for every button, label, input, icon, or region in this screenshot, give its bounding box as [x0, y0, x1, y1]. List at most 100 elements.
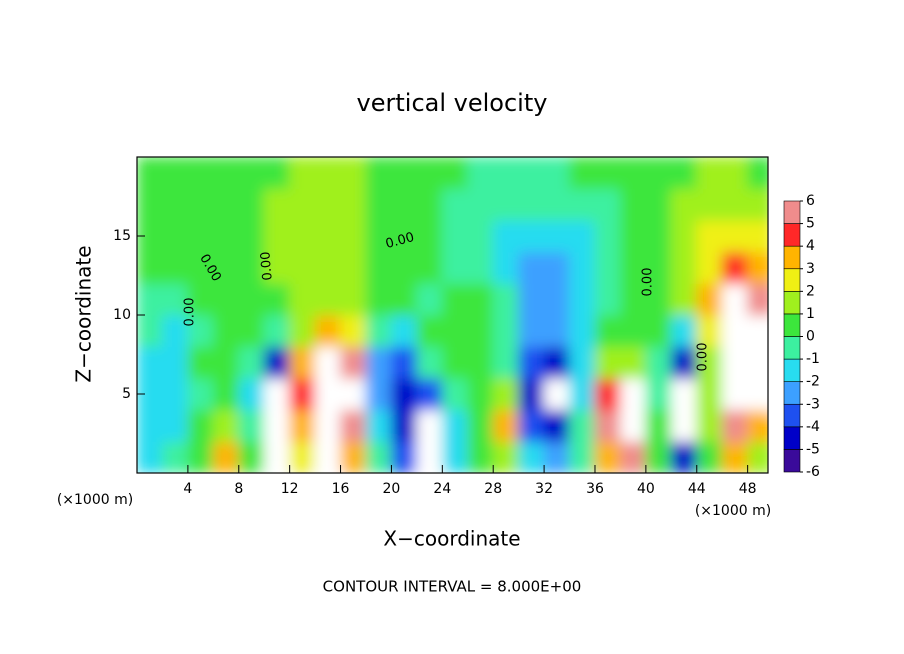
field-cell: [340, 251, 367, 284]
field-cell: [238, 440, 265, 473]
field-cell: [212, 157, 240, 190]
field-cell: [747, 346, 768, 379]
field-cell: [390, 314, 418, 348]
field-cell: [390, 282, 418, 316]
field-cell: [645, 440, 672, 473]
field-cell: [518, 251, 545, 284]
field-cell: [289, 282, 316, 316]
field-cell: [721, 188, 749, 221]
field-cell: [569, 282, 596, 316]
field-cell: [365, 219, 392, 253]
field-cell: [365, 314, 392, 348]
contour-label: 0.00: [696, 343, 711, 372]
field-cell: [619, 314, 647, 348]
field-cell: [137, 251, 163, 284]
field-cell: [187, 346, 214, 379]
field-cell: [492, 409, 520, 442]
field-cell: [594, 314, 621, 348]
field-cell: [340, 157, 367, 190]
field-cell: [543, 409, 571, 442]
field-cell: [390, 409, 418, 442]
colorbar-label: 6: [806, 193, 815, 209]
field-cell: [696, 377, 723, 411]
field-cell: [721, 314, 749, 348]
field-cell: [645, 251, 672, 284]
colorbar-label: 0: [806, 329, 815, 345]
field-cell: [212, 251, 240, 284]
field-cell: [416, 157, 443, 190]
field-cell: [263, 282, 291, 316]
x-tick-label: 16: [332, 481, 350, 497]
x-tick-label: 24: [433, 481, 451, 497]
field-cell: [670, 157, 698, 190]
field-cell: [340, 219, 367, 253]
contour-label: 0.00: [258, 251, 275, 281]
field-cell: [467, 188, 494, 221]
field-cell: [441, 188, 469, 221]
x-unit-label: (×1000 m): [695, 503, 771, 519]
field-cell: [619, 409, 647, 442]
field-cell: [670, 409, 698, 442]
field-cell: [696, 251, 723, 284]
field-cell: [365, 377, 392, 411]
field-cell: [441, 440, 469, 473]
field-cell: [467, 409, 494, 442]
field-cell: [645, 219, 672, 253]
field-cell: [263, 409, 291, 442]
field-cell: [492, 440, 520, 473]
field-cell: [212, 346, 240, 379]
field-cell: [212, 282, 240, 316]
colorbar-swatch: [783, 291, 801, 315]
field-cell: [721, 282, 749, 316]
field-cell: [645, 377, 672, 411]
field-cell: [594, 409, 621, 442]
field-cell: [569, 409, 596, 442]
field-cell: [543, 377, 571, 411]
field-cell: [416, 346, 443, 379]
field-cell: [390, 157, 418, 190]
field-cell: [721, 377, 749, 411]
colorbar-swatch: [783, 200, 801, 224]
field-cell: [645, 282, 672, 316]
field-cell: [670, 219, 698, 253]
field-cell: [416, 377, 443, 411]
field-cell: [645, 346, 672, 379]
colorbar-swatch: [783, 358, 801, 382]
field-cell: [619, 377, 647, 411]
field-cell: [696, 346, 723, 379]
colorbar-label: -1: [806, 351, 820, 367]
field-cell: [619, 157, 647, 190]
field-cell: [670, 251, 698, 284]
field-cell: [340, 377, 367, 411]
field-cell: [161, 440, 189, 473]
field-cell: [187, 409, 214, 442]
field-cell: [314, 188, 342, 221]
colorbar-swatch: [783, 336, 801, 360]
field-cell: [365, 251, 392, 284]
field-cell: [238, 314, 265, 348]
x-tick-label: 12: [281, 481, 299, 497]
field-cell: [263, 251, 291, 284]
field-cell: [467, 282, 494, 316]
field-cell: [569, 188, 596, 221]
field-cell: [543, 314, 571, 348]
colorbar-label: 4: [806, 238, 815, 254]
field-cell: [212, 377, 240, 411]
field-cell: [187, 440, 214, 473]
field-cell: [569, 377, 596, 411]
field-cell: [619, 346, 647, 379]
field-cell: [467, 377, 494, 411]
field-cell: [747, 282, 768, 316]
field-clip: [137, 157, 768, 473]
field-cell: [467, 314, 494, 348]
field-cell: [137, 314, 163, 348]
field-cell: [289, 314, 316, 348]
x-tick-label: 28: [484, 481, 502, 497]
field-cell: [314, 282, 342, 316]
field-cell: [670, 440, 698, 473]
colorbar-swatch: [783, 426, 801, 450]
field-cell: [721, 251, 749, 284]
field-cell: [137, 346, 163, 379]
field-cell: [518, 346, 545, 379]
